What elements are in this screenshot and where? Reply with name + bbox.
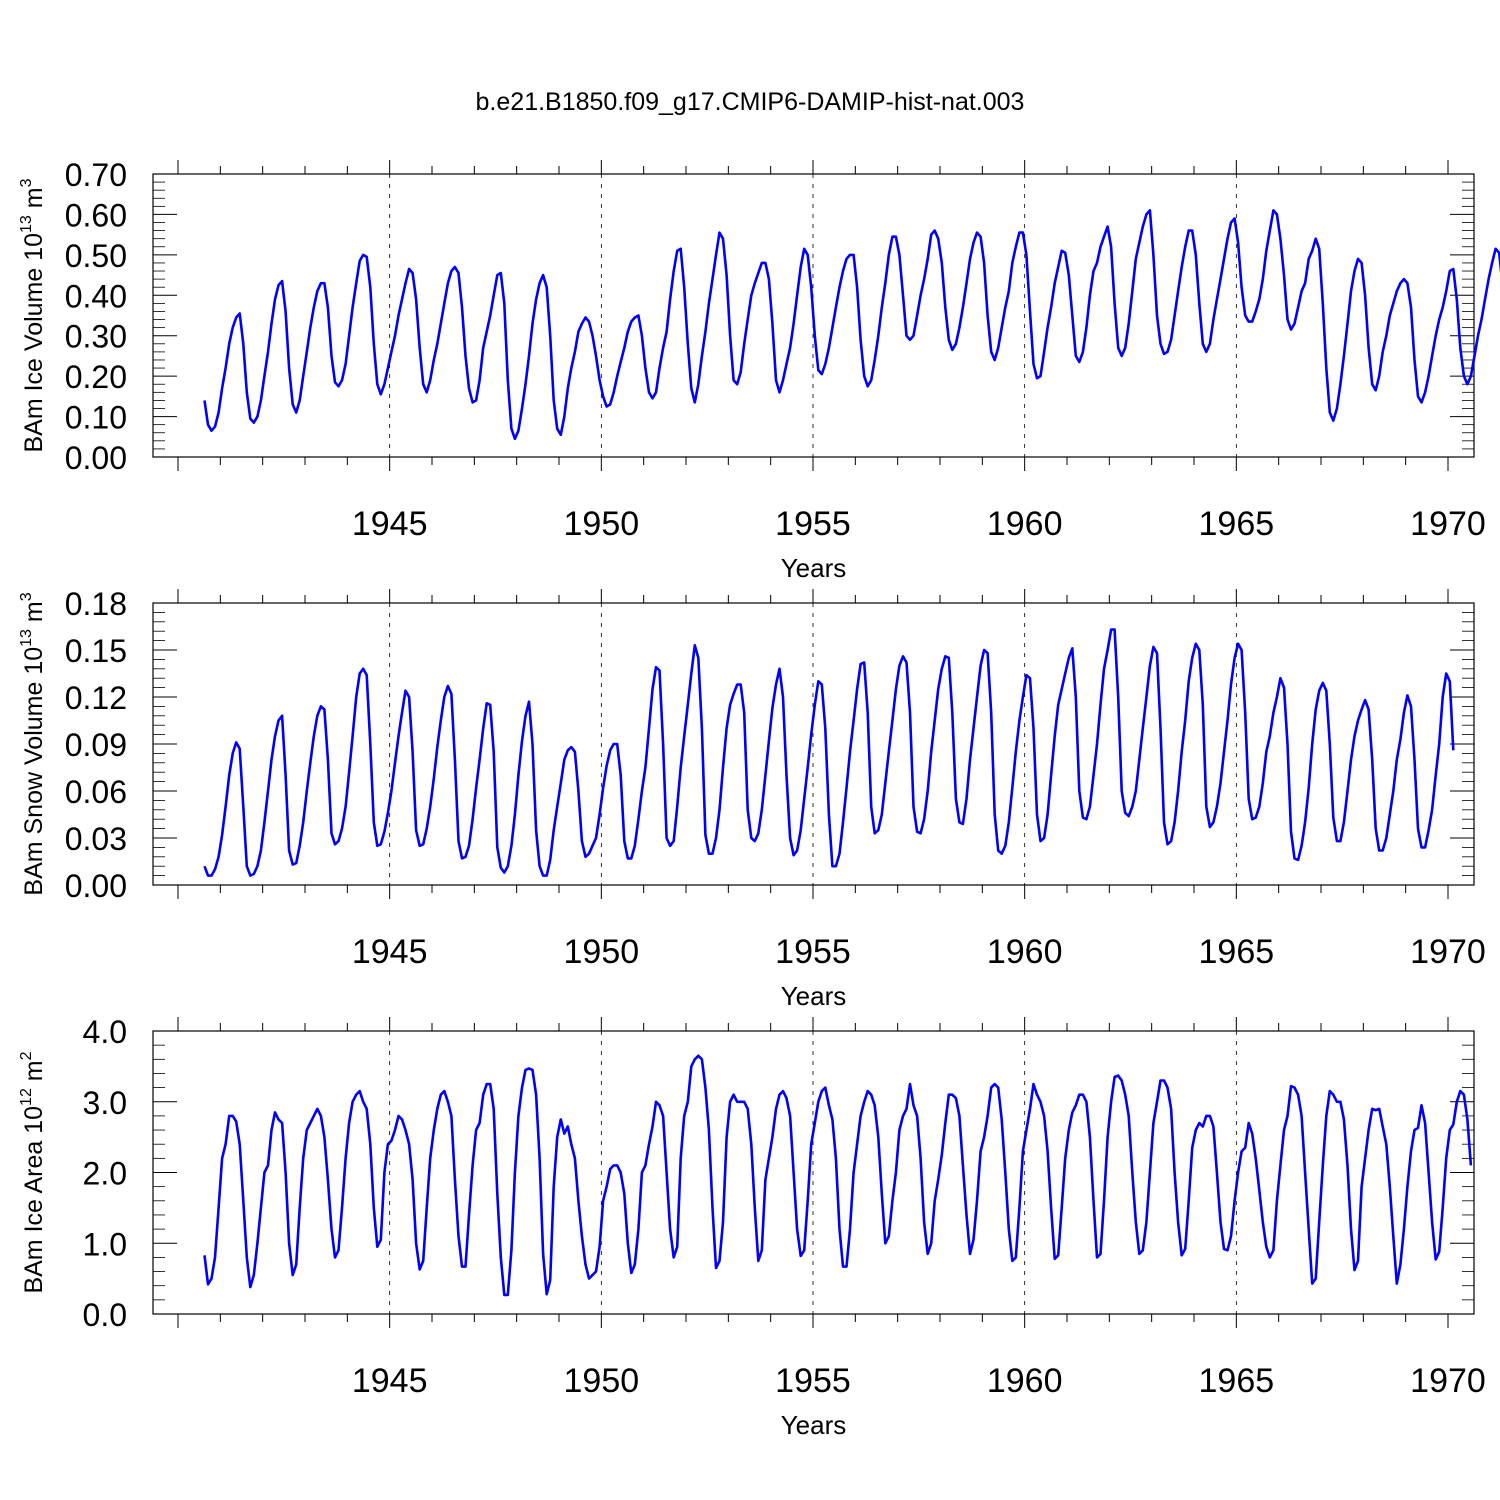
y-tick-label: 3.0 <box>83 1085 127 1121</box>
x-tick-label: 1965 <box>1199 1362 1275 1400</box>
data-series-line <box>203 1054 1473 1297</box>
y-tick-label: 0.03 <box>65 821 127 857</box>
panel-2: 1945 1950 1955 1960 1965 1970 Years 0.00 0.03 0.0… <box>18 586 1486 1011</box>
x-tick-label: 1950 <box>564 933 640 971</box>
y-tick-label: 0.50 <box>65 238 127 274</box>
x-axis-label: Years <box>781 981 847 1011</box>
x-tick-label: 1955 <box>775 1362 851 1400</box>
x-tick-label: 1950 <box>564 1362 640 1400</box>
x-tick-label: 1965 <box>1199 505 1275 543</box>
y-tick-label: 0.00 <box>65 868 127 904</box>
x-tick-label: 1945 <box>352 933 428 971</box>
y-tick-label: 0.30 <box>65 319 127 355</box>
y-tick-label: 0.10 <box>65 400 127 436</box>
x-tick-label: 1960 <box>987 933 1063 971</box>
x-tick-label: 1960 <box>987 1362 1063 1400</box>
y-axis-label: BAm Ice Area 1012 m2 <box>18 1051 48 1293</box>
x-tick-label: 1970 <box>1410 1362 1486 1400</box>
y-tick-label: 0.20 <box>65 359 127 395</box>
x-tick-label: 1950 <box>564 505 640 543</box>
chart-title: b.e21.B1850.f09_g17.CMIP6-DAMIP-hist-nat… <box>476 88 1025 116</box>
y-tick-label: 0.06 <box>65 774 127 810</box>
y-tick-label: 2.0 <box>83 1156 127 1192</box>
x-tick-label: 1945 <box>352 1362 428 1400</box>
panel-3: 1945 1950 1955 1960 1965 1970 Years 0.0 1.0 2.0 3.… <box>18 1014 1486 1440</box>
x-tick-label: 1955 <box>775 505 851 543</box>
y-axis-label: BAm Snow Volume 1013 m3 <box>18 592 48 895</box>
x-tick-label: 1965 <box>1199 933 1275 971</box>
y-tick-label: 1.0 <box>83 1226 127 1262</box>
data-series-line <box>203 628 1455 877</box>
y-tick-label: 0.0 <box>83 1297 127 1333</box>
y-tick-label: 0.70 <box>65 157 127 193</box>
x-tick-label: 1955 <box>775 933 851 971</box>
y-tick-label: 0.00 <box>65 440 127 476</box>
x-tick-label: 1970 <box>1410 505 1486 543</box>
y-tick-label: 0.60 <box>65 197 127 233</box>
y-axis-label: BAm Ice Volume 1013 m3 <box>18 178 48 452</box>
y-tick-label: 4.0 <box>83 1014 127 1050</box>
panel-1: 1945 1950 1955 1960 1965 1970 Years 0.00 0.10 0.2… <box>18 157 1500 583</box>
x-axis-label: Years <box>781 553 847 583</box>
x-tick-label: 1970 <box>1410 933 1486 971</box>
y-tick-label: 0.12 <box>65 680 127 716</box>
data-series-line <box>203 209 1500 441</box>
x-tick-label: 1945 <box>352 505 428 543</box>
y-tick-label: 0.18 <box>65 586 127 622</box>
x-axis-label: Years <box>781 1410 847 1440</box>
y-tick-label: 0.09 <box>65 727 127 763</box>
x-tick-label: 1960 <box>987 505 1063 543</box>
y-tick-label: 0.15 <box>65 633 127 669</box>
y-tick-label: 0.40 <box>65 278 127 314</box>
